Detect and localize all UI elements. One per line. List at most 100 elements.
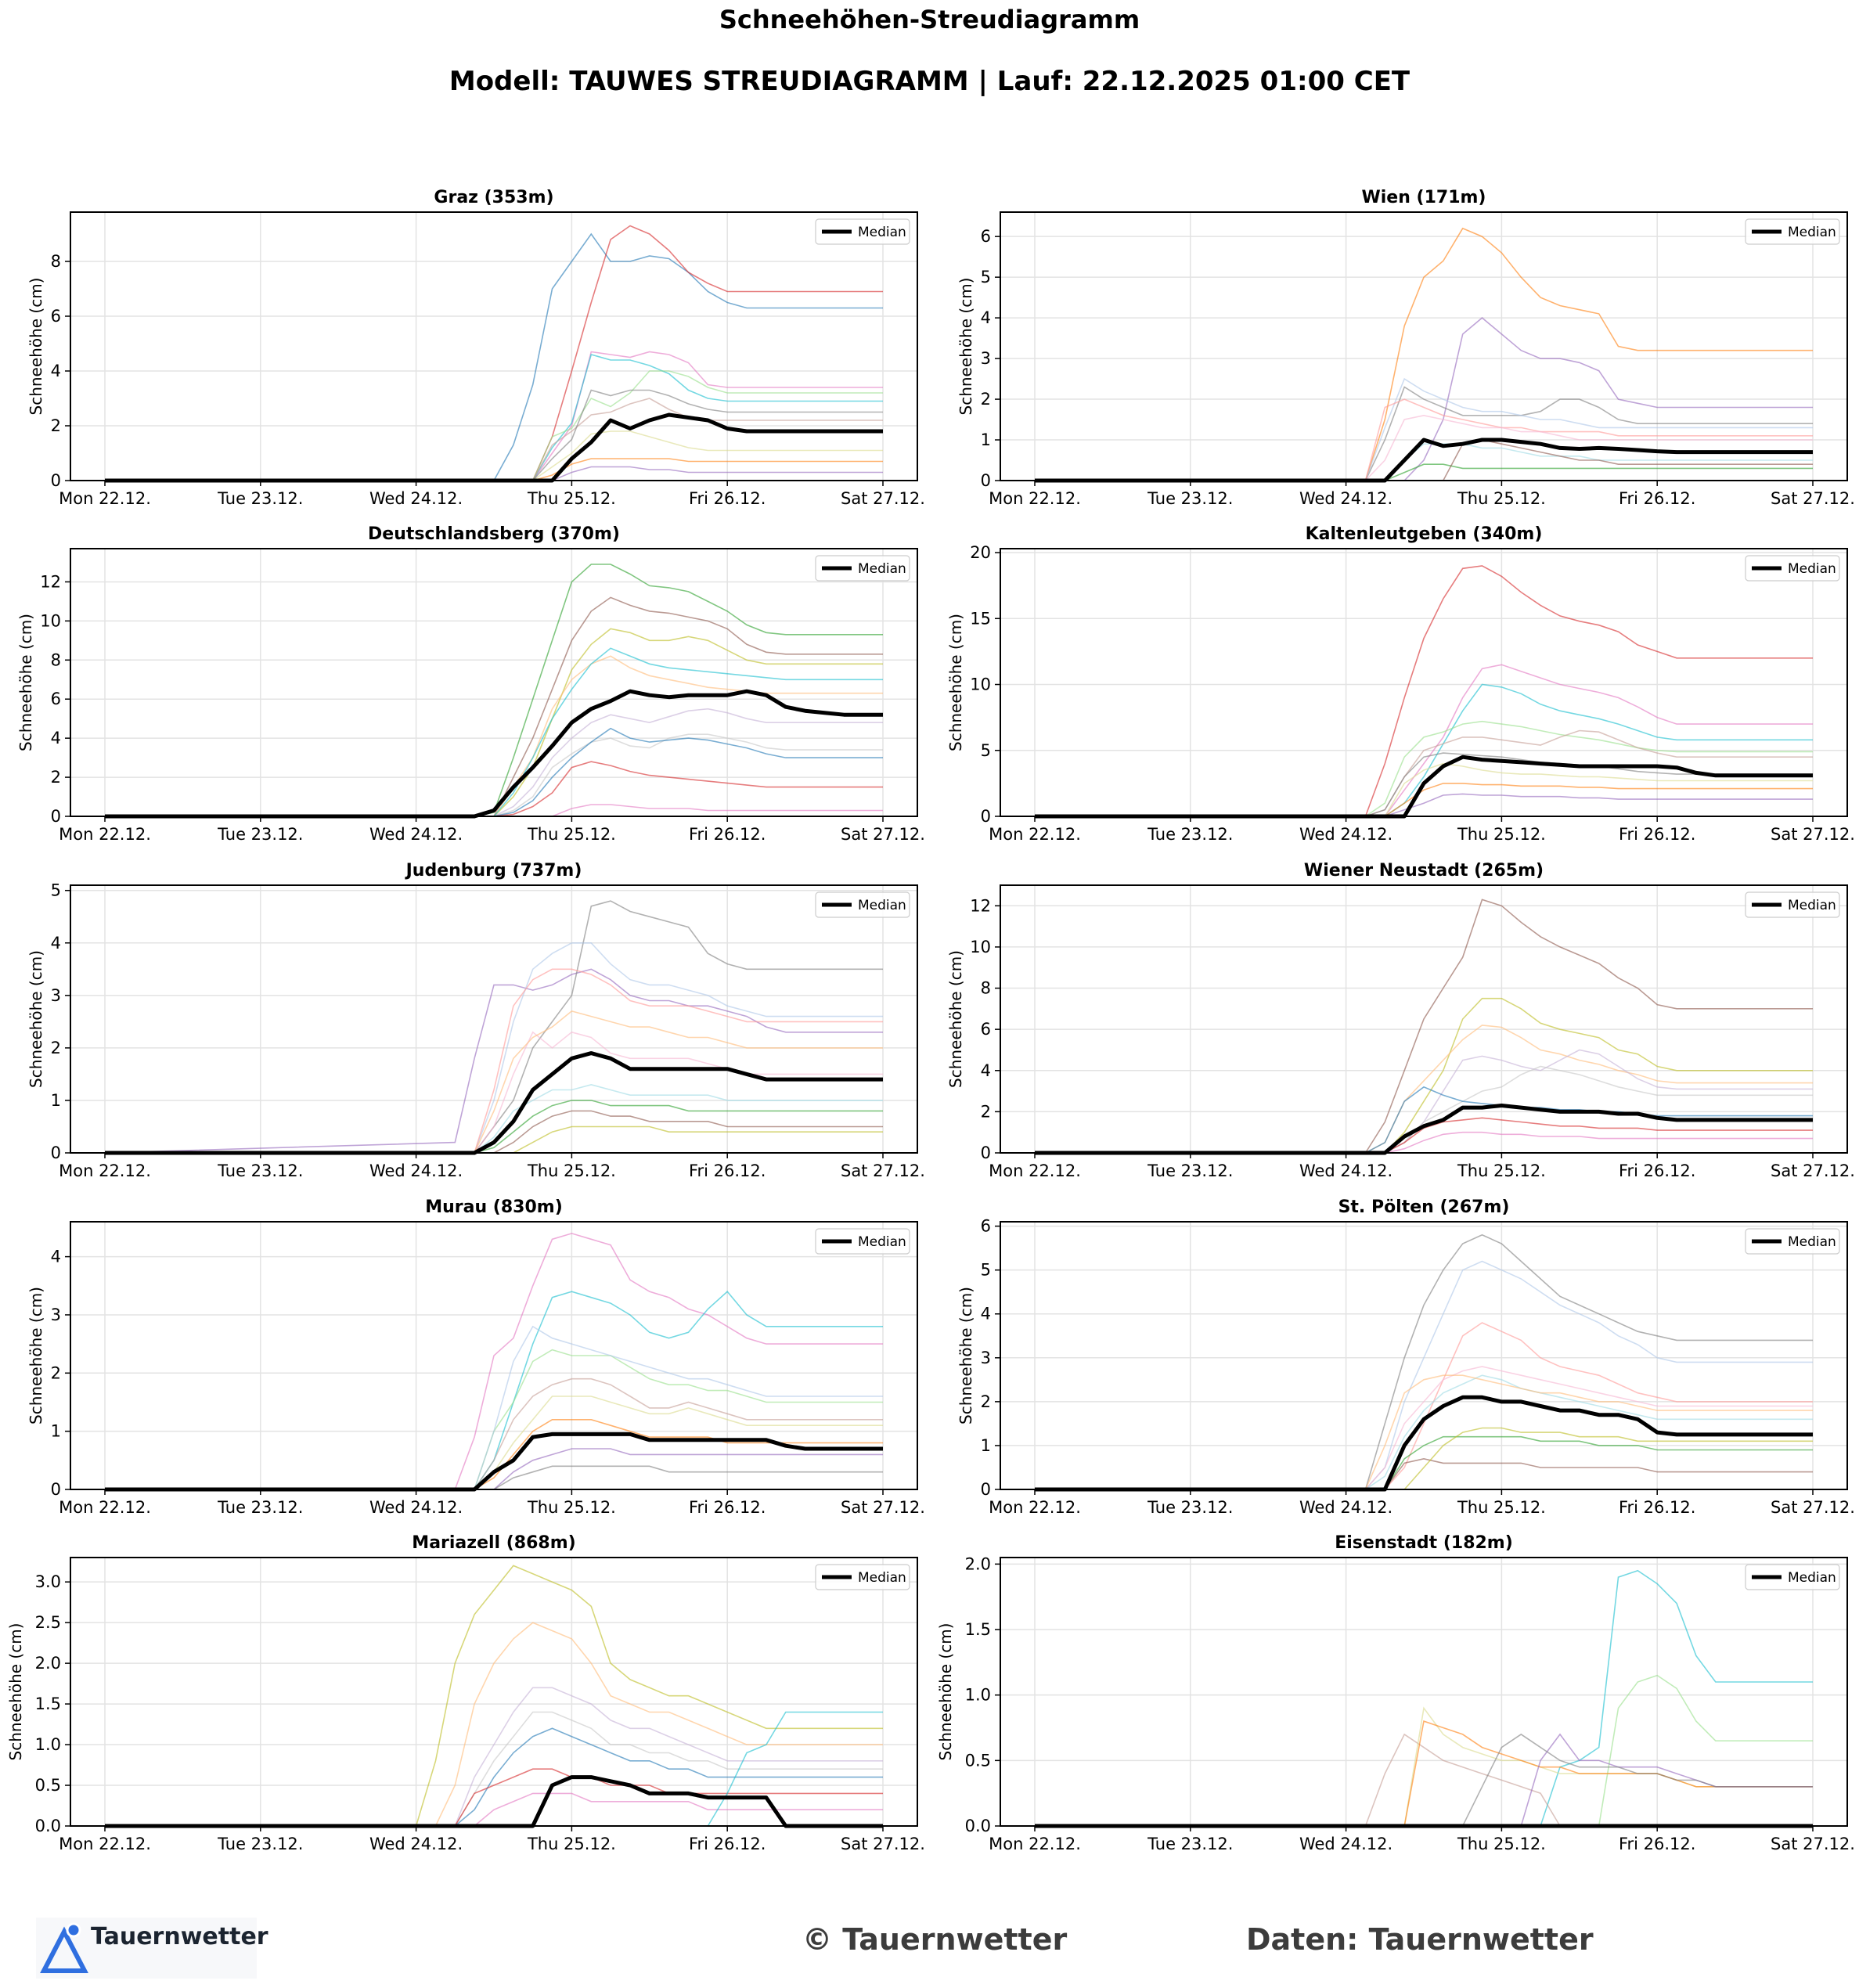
y-tick-label: 1.0 [965, 1686, 991, 1705]
x-tick-label: Tue 23.12. [217, 1498, 303, 1517]
legend-label: Median [858, 561, 906, 577]
median-line [105, 412, 883, 483]
legend-label: Median [1788, 225, 1836, 240]
member-line [1035, 1374, 1813, 1490]
x-tick-label: Mon 22.12. [59, 1161, 151, 1180]
member-line [105, 466, 883, 481]
member-line [105, 900, 883, 1154]
chart-title: Schneehöhen-Streudiagramm [719, 5, 1140, 34]
legend-box [815, 1564, 910, 1590]
y-tick-label: 0.5 [35, 1776, 61, 1795]
y-tick-label: 6 [981, 1020, 991, 1039]
x-tick-label: Thu 25.12. [527, 1161, 616, 1180]
member-line [1035, 1706, 1813, 1827]
panel-title: Wiener Neustadt (265m) [1304, 861, 1544, 881]
legend-box [1745, 555, 1840, 582]
median-line [105, 689, 883, 819]
legend-label: Median [858, 898, 906, 913]
x-tick-label: Thu 25.12. [1457, 825, 1546, 844]
member-line [105, 458, 883, 481]
member-line [105, 351, 883, 481]
axes-frame [70, 1221, 918, 1490]
member-line [105, 727, 883, 817]
member-line [105, 1010, 883, 1154]
y-axis-label: Schneehöhe (cm) [27, 1287, 45, 1424]
x-tick-label: Thu 25.12. [1457, 1835, 1546, 1853]
y-tick-label: 2 [51, 1039, 61, 1057]
y-tick-label: 2 [51, 768, 61, 787]
x-tick-label: Sat 27.12. [1771, 1161, 1855, 1180]
legend-label: Median [858, 1570, 906, 1586]
member-line [105, 1100, 883, 1154]
x-tick-label: Wed 24.12. [369, 489, 463, 508]
y-tick-label: 8 [51, 650, 61, 669]
y-tick-label: 1.0 [35, 1735, 61, 1754]
member-line [105, 596, 883, 817]
y-tick-label: 3 [981, 349, 991, 368]
y-tick-label: 5 [981, 268, 991, 286]
mountain-icon [40, 1922, 88, 1973]
member-line [1035, 317, 1813, 481]
y-tick-label: 6 [981, 1217, 991, 1236]
member-line [1035, 377, 1813, 481]
y-tick-label: 0 [51, 1480, 61, 1499]
x-tick-label: Thu 25.12. [1457, 1161, 1546, 1180]
member-line [1035, 1435, 1813, 1490]
brand-logo [36, 1918, 257, 1979]
x-tick-label: Tue 23.12. [1147, 489, 1233, 508]
x-tick-label: Tue 23.12. [1147, 1498, 1233, 1517]
median-line [1035, 755, 1813, 819]
x-tick-label: Fri 26.12. [1619, 489, 1696, 508]
x-tick-label: Thu 25.12. [1457, 489, 1546, 508]
member-line [105, 1325, 883, 1490]
y-axis-label: Schneehöhe (cm) [946, 950, 965, 1088]
x-tick-label: Mon 22.12. [59, 1498, 151, 1517]
axes-frame [70, 548, 918, 817]
member-line [105, 1727, 883, 1827]
y-axis-label: Schneehöhe (cm) [946, 614, 965, 751]
x-tick-label: Sat 27.12. [841, 489, 925, 508]
x-tick-label: Sat 27.12. [1771, 825, 1855, 844]
y-tick-label: 0 [981, 1480, 991, 1499]
member-line [105, 628, 883, 817]
y-tick-label: 2.0 [965, 1554, 991, 1573]
x-tick-label: Wed 24.12. [369, 1498, 463, 1517]
y-axis-label: Schneehöhe (cm) [957, 1287, 975, 1424]
legend-box [1745, 218, 1840, 245]
member-line [105, 761, 883, 817]
chart-panel: Mon 22.12. Tue 23.12. Wed 24.12. Thu 25.12.… [27, 861, 925, 1180]
member-line [105, 1419, 883, 1490]
member-line [1035, 683, 1813, 817]
x-tick-label: Fri 26.12. [1619, 1161, 1696, 1180]
axes-frame [1000, 548, 1848, 817]
y-tick-label: 1 [981, 1436, 991, 1455]
y-tick-label: 0 [51, 471, 61, 490]
member-line [1035, 793, 1813, 817]
y-tick-label: 6 [981, 227, 991, 246]
x-tick-label: Mon 22.12. [989, 1161, 1081, 1180]
x-tick-label: Mon 22.12. [989, 1835, 1081, 1853]
y-tick-label: 0 [981, 471, 991, 490]
member-line [1035, 1065, 1813, 1154]
data-source-text: Daten: Tauernwetter [1246, 1922, 1594, 1957]
x-tick-label: Wed 24.12. [369, 1835, 463, 1853]
member-line [1035, 762, 1813, 817]
y-tick-label: 8 [981, 979, 991, 998]
legend: Median [1745, 555, 1840, 582]
x-tick-label: Sat 27.12. [841, 825, 925, 844]
member-line [105, 225, 883, 481]
member-line [105, 1448, 883, 1490]
copyright-text: © Tauernwetter [802, 1922, 1068, 1957]
x-tick-label: Wed 24.12. [369, 1161, 463, 1180]
x-tick-label: Wed 24.12. [1299, 825, 1392, 844]
legend: Median [1745, 891, 1840, 918]
x-tick-label: Mon 22.12. [989, 1498, 1081, 1517]
member-line [1035, 1233, 1813, 1490]
panel-title: Eisenstadt (182m) [1335, 1533, 1513, 1553]
member-line [1035, 1720, 1813, 1827]
member-line [1035, 1457, 1813, 1490]
y-tick-label: 0.0 [35, 1817, 61, 1835]
member-line [105, 398, 883, 481]
member-line [105, 564, 883, 817]
